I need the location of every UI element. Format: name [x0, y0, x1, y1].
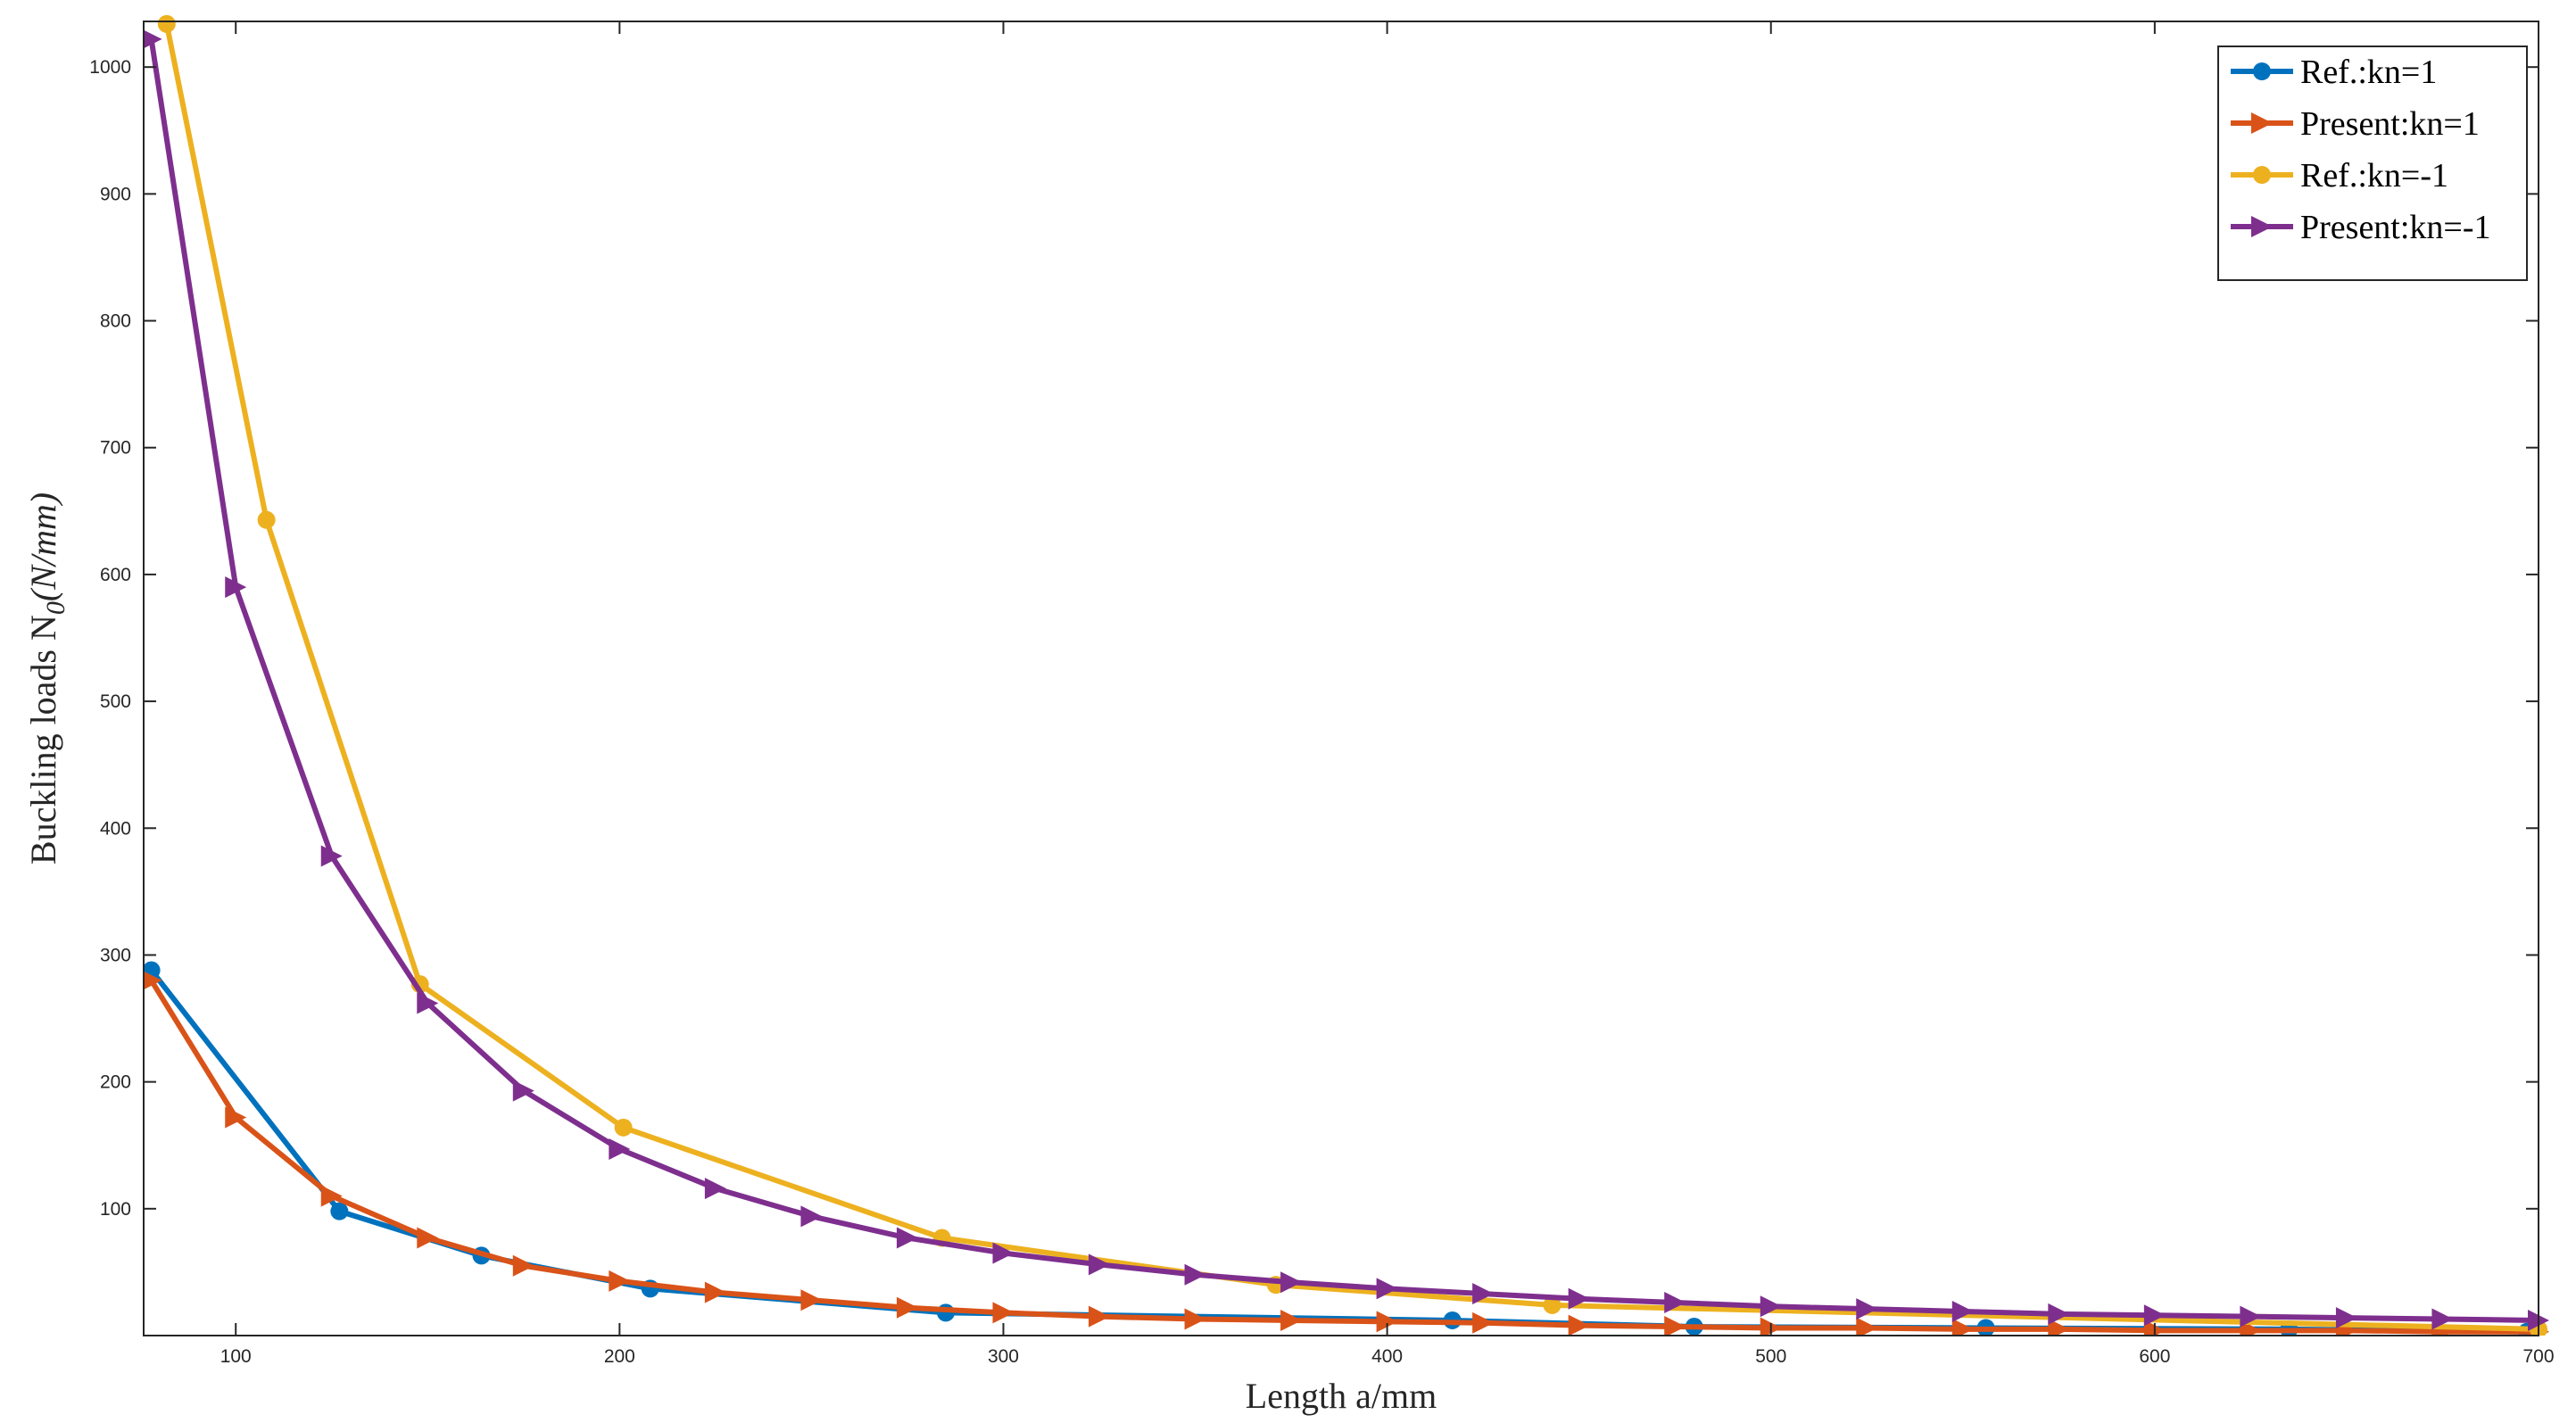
data-point: [225, 576, 247, 599]
series-line: [148, 38, 2539, 1323]
data-point: [1280, 1271, 1303, 1294]
data-point: [144, 971, 162, 990]
series-line: [163, 23, 2539, 1332]
x-tick-label: 500: [1755, 1346, 1786, 1367]
legend-label: Present:kn=1: [2300, 105, 2480, 143]
data-point: [157, 14, 176, 33]
data-point: [992, 1302, 1015, 1324]
y-axis-title: Buckling loads N0(N/mm): [23, 492, 70, 865]
x-tick-label: 400: [1371, 1346, 1403, 1367]
data-point: [1184, 1263, 1206, 1286]
y-axis-title-subscript: 0: [41, 601, 70, 615]
legend-label: Ref.:kn=-1: [2300, 157, 2448, 194]
legend-label: Present:kn=-1: [2300, 209, 2491, 246]
data-point: [896, 1296, 918, 1319]
data-point: [1760, 1295, 1782, 1318]
legend-swatch-marker: [2253, 166, 2271, 184]
data-point: [1856, 1298, 1878, 1320]
y-tick-label: 400: [100, 818, 131, 839]
y-tick-label: 100: [100, 1199, 131, 1220]
legend-swatch-marker: [2253, 62, 2271, 80]
data-point: [225, 1106, 247, 1129]
data-point: [320, 845, 343, 867]
data-point: [2431, 1308, 2454, 1330]
data-point: [330, 1202, 349, 1220]
data-point: [512, 1080, 534, 1102]
data-point: [1568, 1314, 1590, 1336]
data-point: [1543, 1295, 1561, 1314]
data-point: [1472, 1311, 1495, 1334]
plot-area-frame: [143, 21, 2539, 1336]
data-point: [1089, 1305, 1111, 1328]
data-point: [2048, 1318, 2070, 1336]
data-point: [704, 1178, 726, 1200]
data-point: [2335, 1307, 2357, 1329]
legend-entry: Ref.:kn=-1: [2231, 157, 2448, 194]
data-point: [417, 1227, 439, 1249]
data-point: [896, 1227, 918, 1249]
y-tick-label: 200: [100, 1072, 131, 1093]
data-point: [704, 1281, 726, 1303]
y-axis-title-unit: (N/mm): [23, 492, 63, 601]
data-point: [614, 1118, 633, 1137]
legend-swatch-marker: [2251, 112, 2273, 134]
x-tick-label: 600: [2139, 1346, 2170, 1367]
data-point: [609, 1138, 631, 1160]
ticks-layer: 100 200 300 400 500 600 700 100 200 300 400 500 600 7…: [89, 21, 2555, 1367]
x-tick-label: 100: [220, 1346, 252, 1367]
data-point: [1280, 1309, 1303, 1331]
x-tick-label: 200: [604, 1346, 635, 1367]
data-point: [1472, 1283, 1495, 1305]
data-point: [936, 1303, 955, 1322]
data-point: [1089, 1253, 1111, 1276]
data-point: [609, 1270, 631, 1292]
x-axis-title: Length a/mm: [1246, 1376, 1437, 1416]
data-point: [1856, 1317, 1878, 1336]
y-tick-label: 500: [100, 691, 131, 712]
y-tick-label: 700: [100, 438, 131, 459]
legend-entry: Present:kn=-1: [2231, 209, 2491, 246]
y-tick-label: 800: [100, 311, 131, 332]
legend: Ref.:kn=1 Present:kn=1 Ref.:kn=-1 Present:k…: [2217, 46, 2528, 281]
series-layer: [144, 14, 2549, 1336]
data-point: [512, 1254, 534, 1277]
data-point: [257, 510, 276, 529]
y-tick-label: 600: [100, 565, 131, 585]
y-tick-label: 900: [100, 184, 131, 204]
data-point: [1376, 1278, 1398, 1300]
x-tick-label: 700: [2522, 1346, 2554, 1367]
data-point: [1664, 1292, 1686, 1314]
data-point: [2240, 1305, 2262, 1328]
legend-entry: Ref.:kn=1: [2231, 54, 2437, 91]
data-point: [1951, 1300, 1974, 1322]
data-point: [2143, 1304, 2166, 1327]
data-point: [800, 1205, 823, 1228]
x-tick-label: 300: [988, 1346, 1019, 1367]
legend-label: Ref.:kn=1: [2300, 54, 2437, 91]
series-line: [149, 979, 2539, 1335]
data-point: [1568, 1287, 1590, 1310]
y-axis-title-main: Buckling loads N: [23, 615, 63, 865]
data-point: [144, 29, 162, 49]
data-point: [320, 1185, 343, 1207]
legend-box: [2217, 46, 2528, 281]
y-tick-label: 300: [100, 945, 131, 965]
data-point: [2048, 1303, 2070, 1325]
data-point: [1664, 1316, 1686, 1336]
data-point: [1184, 1308, 1206, 1330]
data-point: [1376, 1311, 1398, 1333]
data-point: [1951, 1318, 1974, 1336]
data-point: [992, 1242, 1015, 1264]
legend-swatch-marker: [2251, 216, 2273, 237]
y-tick-label: 1000: [89, 57, 131, 78]
legend-entry: Present:kn=1: [2231, 105, 2480, 143]
data-point: [417, 992, 439, 1014]
data-point: [800, 1289, 823, 1311]
